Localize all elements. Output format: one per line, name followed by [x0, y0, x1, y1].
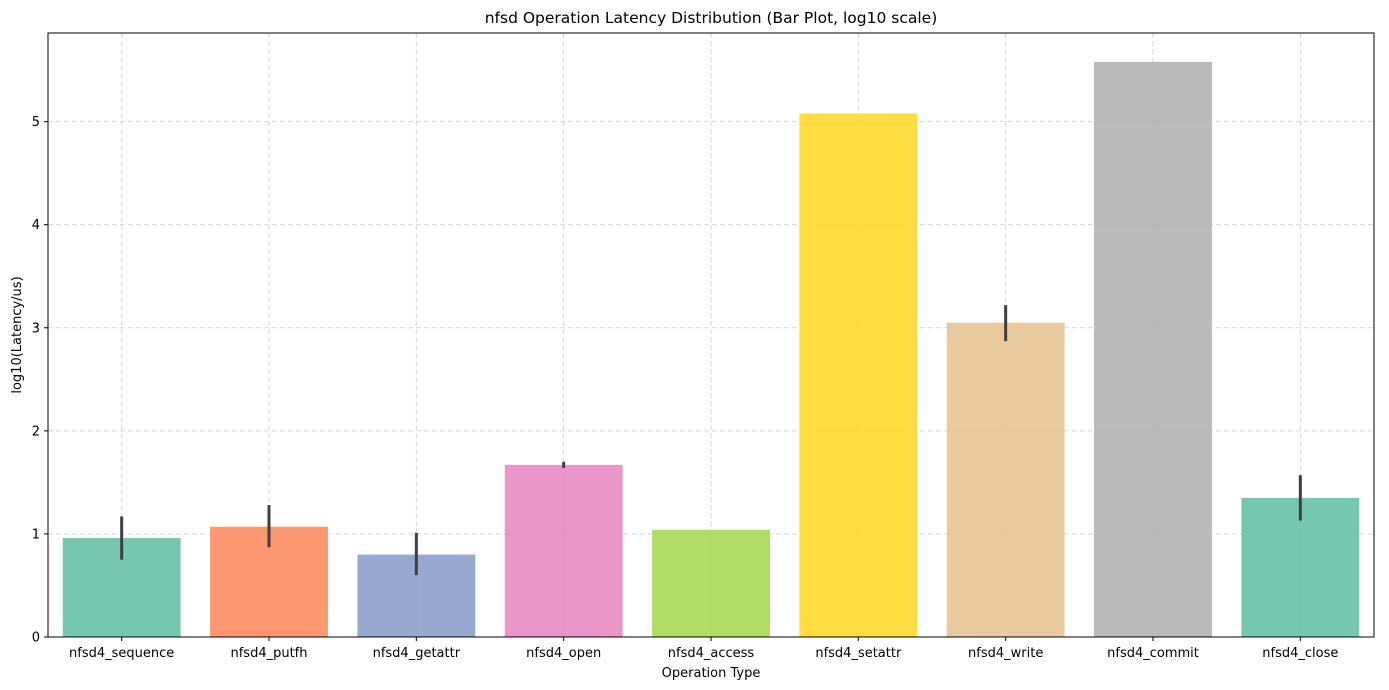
bar-nfsd4_setattr [799, 113, 918, 638]
y-tick-label: 0 [32, 631, 40, 646]
y-tick-label: 1 [32, 527, 40, 542]
bar-nfsd4_commit [1094, 61, 1212, 638]
tick-layer: 0 1 2 3 4 5 nfsd4_sequence nfsd4_putfh nfsd4_get… [32, 115, 1339, 661]
x-tick-label-nfsd4_access: nfsd4_access [668, 646, 755, 661]
y-tick-label: 3 [32, 321, 40, 336]
y-tick-label: 5 [32, 115, 40, 130]
x-axis-label: Operation Type [662, 666, 761, 681]
error-bar-layer [120, 305, 1302, 576]
x-tick-label-nfsd4_putfh: nfsd4_putfh [230, 646, 307, 661]
x-tick-label-nfsd4_commit: nfsd4_commit [1107, 646, 1199, 661]
y-tick-label: 4 [32, 218, 40, 233]
x-tick-label-nfsd4_write: nfsd4_write [968, 646, 1043, 661]
x-tick-label-nfsd4_close: nfsd4_close [1262, 646, 1338, 661]
x-tick-label-nfsd4_sequence: nfsd4_sequence [69, 646, 174, 661]
x-tick-label-nfsd4_getattr: nfsd4_getattr [373, 646, 461, 661]
x-tick-label-nfsd4_setattr: nfsd4_setattr [815, 646, 902, 661]
bar-nfsd4_close [1241, 497, 1360, 637]
chart-title: nfsd Operation Latency Distribution (Bar… [485, 9, 938, 27]
x-tick-label-nfsd4_open: nfsd4_open [526, 646, 601, 661]
bar-nfsd4_write [946, 322, 1065, 637]
bar-nfsd4_open [504, 464, 623, 637]
y-tick-label: 2 [32, 424, 40, 439]
bar-nfsd4_access [652, 529, 770, 637]
y-axis-label: log10(Latency/us) [10, 276, 25, 393]
